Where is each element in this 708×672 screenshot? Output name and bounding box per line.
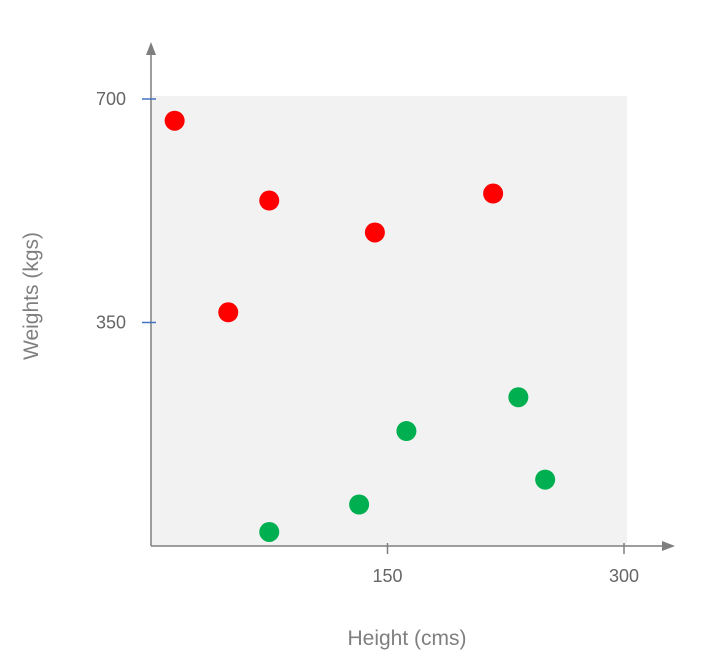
x-axis-title: Height (cms) <box>347 627 466 650</box>
x-tick-label: 300 <box>609 566 639 586</box>
y-ticks: 350 700 <box>96 89 156 333</box>
data-point-series-2 <box>396 421 417 442</box>
x-ticks: 150 300 <box>372 543 639 586</box>
y-tick-label: 700 <box>96 89 126 109</box>
data-point-series-1 <box>483 183 504 204</box>
data-point-series-1 <box>218 302 239 323</box>
data-point-series-1 <box>164 110 185 131</box>
data-point-series-2 <box>259 521 280 542</box>
data-point-series-2 <box>508 387 529 408</box>
x-axis-arrowhead <box>662 541 675 551</box>
y-axis-arrowhead <box>146 42 156 55</box>
data-point-series-2 <box>535 469 556 490</box>
data-points <box>164 110 556 542</box>
data-point-series-1 <box>364 222 385 243</box>
plot-area <box>151 96 627 546</box>
y-tick-label: 350 <box>96 313 126 333</box>
x-tick-label: 150 <box>372 566 402 586</box>
y-axis-title: Weights (kgs) <box>20 232 43 360</box>
data-point-series-1 <box>259 190 280 211</box>
data-point-series-2 <box>349 494 370 515</box>
